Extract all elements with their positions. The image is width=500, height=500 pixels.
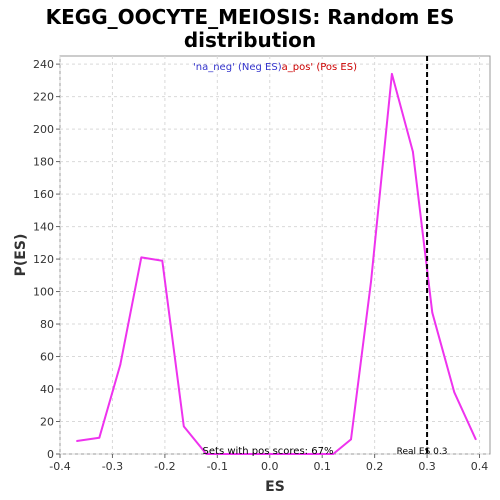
es-distribution-point: [431, 311, 434, 314]
es-distribution-point: [475, 438, 477, 441]
x-tick-label: 0.3: [418, 460, 436, 473]
x-tick-label: -0.1: [207, 460, 228, 473]
y-tick-label: 80: [40, 318, 54, 331]
es-distribution-line: [76, 72, 477, 455]
legend-pos-label: a_pos' (Pos ES): [282, 62, 357, 73]
legend-neg-label: 'na_neg' (Neg ES): [193, 62, 282, 73]
y-tick-label: 20: [40, 416, 54, 429]
es-distribution-point: [412, 151, 414, 153]
es-distribution-point: [161, 259, 164, 262]
chart-title-line-2: distribution: [184, 28, 316, 52]
y-tick-label: 40: [40, 383, 54, 396]
y-tick-label: 0: [47, 448, 54, 461]
grid: [59, 56, 490, 455]
x-tick-label: -0.3: [102, 460, 123, 473]
y-tick-label: 160: [33, 188, 54, 201]
es-distribution-point: [205, 453, 208, 455]
y-tick-label: 240: [33, 58, 54, 71]
y-tick-label: 140: [33, 221, 54, 234]
x-tick-label: -0.2: [154, 460, 175, 473]
es-distribution-point: [140, 256, 143, 259]
y-tick-label: 60: [40, 351, 54, 364]
axes: -0.4 -0.3 -0.2 -0.1 0.0 0.1 0.2 0.3 0.4 0 20 40 60 80…: [33, 58, 488, 473]
es-distribution-point: [370, 281, 372, 283]
x-tick-label: 0.1: [313, 460, 331, 473]
y-tick-label: 120: [33, 253, 54, 266]
es-distribution-point: [75, 440, 78, 442]
es-distribution-point: [332, 453, 335, 455]
pos-score-annotation: Sets with pos scores: 67%: [203, 446, 334, 457]
es-distribution-point: [453, 391, 456, 394]
es-distribution-point: [182, 425, 185, 428]
chart-title-line-1: KEGG_OOCYTE_MEIOSIS: Random ES: [46, 5, 455, 29]
series: [75, 72, 477, 455]
es-distribution-point: [248, 453, 251, 455]
legend: 'na_neg' (Neg ES)a_pos' (Pos ES): [193, 62, 357, 73]
reference-line-group: Real ES 0.3: [397, 56, 448, 457]
es-distribution-point: [391, 73, 393, 75]
x-tick-label: -0.4: [49, 460, 70, 473]
y-tick-label: 220: [33, 91, 54, 104]
es-distribution-point: [310, 453, 313, 455]
es-distribution-point: [119, 363, 122, 366]
real-es-label: Real ES 0.3: [397, 447, 448, 457]
es-distribution-point: [268, 453, 271, 455]
es-distribution-point: [350, 438, 352, 441]
y-tick-label: 180: [33, 156, 54, 169]
y-tick-label: 200: [33, 123, 54, 136]
es-distribution-point: [289, 453, 292, 455]
x-tick-label: 0.0: [261, 460, 279, 473]
es-distribution-point: [98, 436, 101, 439]
x-tick-label: 0.4: [471, 460, 489, 473]
x-axis-label: ES: [265, 479, 285, 495]
plot-area: [59, 55, 491, 455]
y-tick-label: 100: [33, 286, 54, 299]
y-axis-label: P(ES): [13, 234, 29, 277]
x-tick-label: 0.2: [366, 460, 384, 473]
es-distribution-point: [227, 453, 229, 455]
